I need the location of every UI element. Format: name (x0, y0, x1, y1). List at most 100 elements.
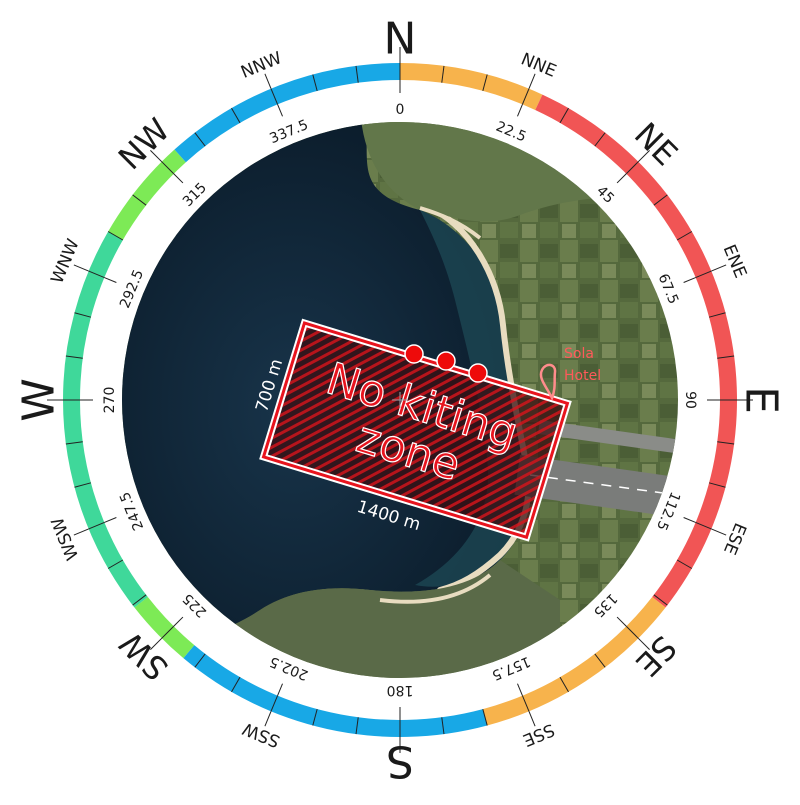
degree-tick (683, 277, 696, 283)
ring-segment-divider (441, 717, 445, 735)
ring-segment-divider (194, 132, 206, 147)
direction-tick (264, 73, 272, 89)
ring-segment-divider (594, 653, 606, 668)
degree-tick (517, 683, 523, 696)
ring-band (134, 597, 195, 659)
direction-tick (150, 150, 163, 163)
ring-segment-divider (107, 559, 124, 569)
ring-segment-divider (521, 88, 530, 105)
ring-segment-divider (653, 594, 668, 606)
ring-segment-divider (74, 482, 92, 488)
ring-segment-divider (88, 270, 105, 279)
secondary-direction-label: WSW (48, 514, 84, 563)
degree-tick (277, 104, 283, 117)
ring-segment-divider (559, 107, 569, 124)
ring-band (535, 94, 737, 608)
secondary-direction-label: SSW (240, 718, 283, 751)
ring-segment-divider (312, 74, 318, 92)
degree-label: 45 (593, 183, 617, 207)
ring-segment-divider (559, 676, 569, 693)
direction-tick (528, 711, 536, 727)
ring-band (183, 645, 488, 737)
north-beach (419, 206, 482, 240)
ring-segment-divider (132, 194, 147, 206)
direction-tick (528, 73, 536, 89)
direction-tick (150, 637, 163, 650)
degree-tick (104, 517, 117, 523)
ring-segment-divider (270, 88, 279, 105)
ring-segment-divider (708, 482, 726, 488)
degree-label: 90 (682, 391, 698, 409)
degree-label: 0 (396, 102, 405, 118)
ring-segment-divider (482, 74, 488, 92)
degree-tick (173, 616, 184, 627)
buoy-marker (404, 344, 424, 364)
ring-segment-divider (74, 312, 92, 318)
ring-segment-divider (65, 355, 83, 359)
ring-segment-divider (521, 695, 530, 712)
ring-segment-divider (270, 695, 279, 712)
zone-border (261, 321, 570, 540)
south-beach (379, 573, 492, 604)
ring-segment-divider (717, 441, 735, 445)
secondary-direction-label: SSE (520, 719, 558, 750)
ring-band (482, 597, 666, 726)
ring-band (62, 400, 148, 608)
degree-tick (616, 616, 627, 627)
ring-segment-divider (107, 231, 124, 241)
ring-segment-divider (676, 231, 693, 241)
degree-label: 270 (102, 387, 118, 414)
compass-ticks (47, 47, 753, 753)
ring-segment-divider (161, 161, 175, 175)
cardinal-label: S (386, 736, 414, 787)
ring-segment-divider (695, 521, 712, 530)
no-kiting-zone: No kiting zone 1400 m 700 m (252, 318, 572, 542)
hotel-name-line2: Hotel (564, 368, 601, 384)
degree-tick (173, 173, 184, 184)
ring-segment-divider (594, 132, 606, 147)
hotel-name-line1: Sola (564, 346, 594, 362)
ring-segment-divider (312, 708, 318, 726)
degree-label: 180 (387, 682, 414, 698)
ring-segment-divider (194, 653, 206, 668)
cardinal-label: E (736, 386, 787, 414)
direction-tick (711, 528, 727, 536)
cardinal-label: W (14, 378, 65, 422)
ring-segment-divider (231, 676, 241, 693)
ring-segment-divider (441, 65, 445, 83)
ring-segment-divider (132, 594, 147, 606)
cardinal-label: N (384, 14, 417, 65)
ring-segment-divider (708, 312, 726, 318)
direction-tick (73, 264, 89, 272)
ring-segment-divider (625, 625, 639, 639)
hotel-marker[interactable]: Sola Hotel (539, 346, 601, 402)
ring-segment-divider (676, 559, 693, 569)
ring-band (108, 149, 186, 240)
buoy-marker (468, 363, 488, 383)
ring-band (174, 62, 400, 163)
ring-segment-divider (65, 441, 83, 445)
ring-segment-divider (625, 161, 639, 175)
ring-segment-divider (231, 107, 241, 124)
ring-segment-divider (653, 194, 668, 206)
secondary-direction-label: ENE (719, 242, 751, 281)
degree-tick (517, 104, 523, 117)
ring-segment-divider (355, 717, 359, 735)
center-crosshair (392, 392, 408, 408)
ring-segment-divider (717, 355, 735, 359)
direction-tick (637, 637, 650, 650)
degree-tick (277, 683, 283, 696)
secondary-direction-label: ESE (719, 520, 750, 557)
ring-segment-divider (355, 65, 359, 83)
secondary-direction-label: NNW (238, 48, 285, 83)
degree-tick (104, 277, 117, 283)
ring-band (400, 63, 543, 110)
ring-segment-divider (482, 708, 488, 726)
ring-segment-divider (161, 625, 175, 639)
direction-tick (264, 711, 272, 727)
direction-tick (637, 150, 650, 163)
ring-segment-divider (88, 521, 105, 530)
secondary-direction-label: WNW (47, 236, 83, 287)
direction-tick (711, 264, 727, 272)
